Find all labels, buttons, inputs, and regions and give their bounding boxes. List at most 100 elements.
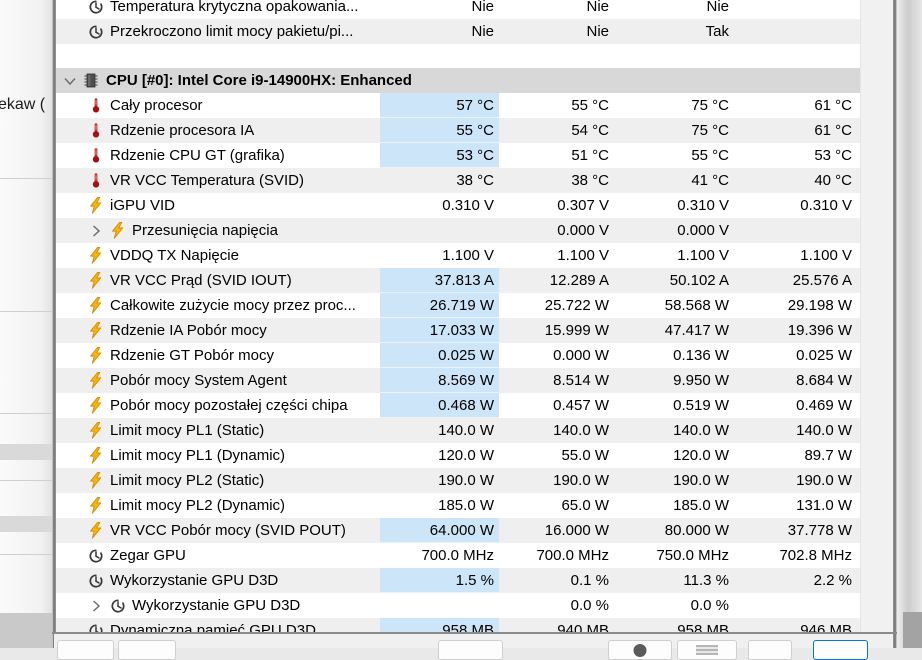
window-bottom-border <box>52 632 897 634</box>
sensor-type-icon <box>88 97 108 114</box>
value-maximum: 41 °C <box>691 172 729 189</box>
sensor-row[interactable]: VDDQ TX Napięcie 1.100 V 1.100 V 1.100 V… <box>56 243 860 268</box>
sensor-row[interactable]: iGPU VID 0.310 V 0.307 V 0.310 V 0.310 V <box>56 193 860 218</box>
sensor-row[interactable]: Limit mocy PL1 (Static) 140.0 W 140.0 W … <box>56 418 860 443</box>
clock-icon <box>89 548 103 563</box>
value-average: 0.310 V <box>800 197 852 214</box>
sensor-row[interactable]: Limit mocy PL1 (Dynamic) 120.0 W 55.0 W … <box>56 443 860 468</box>
sensor-row[interactable]: Pobór mocy pozostałej części chipa 0.468… <box>56 393 860 418</box>
sensor-name: Limit mocy PL2 (Dynamic) <box>110 497 286 514</box>
sensor-name: Zegar GPU <box>110 547 186 564</box>
partial-button[interactable] <box>438 640 503 660</box>
bottom-toolbar <box>54 634 893 660</box>
section-header-cpu[interactable]: CPU [#0]: Intel Core i9-14900HX: Enhance… <box>56 68 860 93</box>
partial-button[interactable] <box>677 640 737 660</box>
sensor-name: Wykorzystanie GPU D3D <box>132 597 301 614</box>
value-average: 29.198 W <box>787 297 852 314</box>
value-minimum: 0.457 W <box>553 397 609 414</box>
window-left-border <box>52 0 56 648</box>
value-minimum: 0.1 % <box>570 572 609 589</box>
sensor-row[interactable]: Limit mocy PL2 (Dynamic) 185.0 W 65.0 W … <box>56 493 860 518</box>
value-average: 140.0 W <box>796 422 852 439</box>
sensor-row[interactable]: Pobór mocy System Agent 8.569 W 8.514 W … <box>56 368 860 393</box>
value-maximum: 190.0 W <box>673 472 729 489</box>
value-minimum: 54 °C <box>571 122 609 139</box>
sensor-type-icon <box>88 447 108 464</box>
partial-button[interactable] <box>608 640 672 660</box>
sensor-name: Całkowite zużycie mocy przez proc... <box>110 297 356 314</box>
value-maximum: 47.417 W <box>664 322 729 339</box>
partial-button[interactable] <box>57 640 114 660</box>
sensor-type-icon <box>88 172 108 189</box>
partial-button[interactable] <box>748 640 792 660</box>
value-minimum: 0.307 V <box>557 197 609 214</box>
lightning-icon <box>90 447 102 464</box>
chevron-right-icon[interactable] <box>88 223 110 239</box>
value-minimum: 8.514 W <box>553 372 609 389</box>
sensor-row[interactable]: Przekroczono limit mocy pakietu/pi... Ni… <box>56 19 860 44</box>
value-maximum: 80.000 W <box>664 522 729 539</box>
value-maximum: 1.100 V <box>677 247 729 264</box>
lightning-icon <box>90 397 102 414</box>
value-current: 700.0 MHz <box>421 547 494 564</box>
value-average: 1.100 V <box>800 247 852 264</box>
value-average: 131.0 W <box>796 497 852 514</box>
sensor-type-icon <box>88 422 108 439</box>
divider <box>0 413 52 414</box>
list-icon <box>696 645 718 655</box>
partial-button[interactable] <box>118 640 176 660</box>
chevron-down-icon[interactable] <box>56 73 82 89</box>
sensor-row[interactable]: Rdzenie procesora IA 55 °C 54 °C 75 °C 6… <box>56 118 860 143</box>
value-current: 17.033 W <box>380 318 499 343</box>
sensor-name: Temperatura krytyczna opakowania... <box>110 0 359 15</box>
sensor-name: Limit mocy PL1 (Dynamic) <box>110 447 286 464</box>
sensor-row[interactable]: VR VCC Temperatura (SVID) 38 °C 38 °C 41… <box>56 168 860 193</box>
sensor-row[interactable]: Cały procesor 57 °C 55 °C 75 °C 61 °C <box>56 93 860 118</box>
value-minimum: 1.100 V <box>557 247 609 264</box>
sensor-row[interactable]: Wykorzystanie GPU D3D 0.0 % 0.0 % <box>56 593 860 618</box>
value-current: 0.468 W <box>380 393 499 418</box>
value-minimum: 25.722 W <box>544 297 609 314</box>
lightning-icon <box>112 222 124 239</box>
sensor-row[interactable]: Wykorzystanie GPU D3D 1.5 % 0.1 % 11.3 %… <box>56 568 860 593</box>
sensor-name: Limit mocy PL1 (Static) <box>110 422 265 439</box>
value-average: 61 °C <box>814 97 852 114</box>
sensor-name: VR VCC Temperatura (SVID) <box>110 172 304 189</box>
value-current: 0.025 W <box>380 343 499 368</box>
value-average <box>737 218 860 243</box>
value-maximum: 750.0 MHz <box>656 547 729 564</box>
clock-icon <box>89 573 103 588</box>
sensor-table: Temperatura krytyczna opakowania... Nie … <box>56 0 860 632</box>
partial-button-focused[interactable] <box>813 640 868 660</box>
sensor-row[interactable]: VR VCC Prąd (SVID IOUT) 37.813 A 12.289 … <box>56 268 860 293</box>
value-average: 946 MB <box>800 622 852 632</box>
sensor-row[interactable]: Rdzenie CPU GT (grafika) 53 °C 51 °C 55 … <box>56 143 860 168</box>
thermometer-icon <box>92 98 100 113</box>
sensor-row[interactable]: Całkowite zużycie mocy przez proc... 26.… <box>56 293 860 318</box>
sensor-name: Limit mocy PL2 (Static) <box>110 472 265 489</box>
value-maximum: 50.102 A <box>669 272 729 289</box>
value-average: 40 °C <box>814 172 852 189</box>
value-average: 61 °C <box>814 122 852 139</box>
sensor-type-icon <box>88 122 108 139</box>
section-title: CPU [#0]: Intel Core i9-14900HX: Enhance… <box>106 72 412 89</box>
sensor-row[interactable]: Dynamiczna pamięć GPU D3D 958 MB 940 MB … <box>56 618 860 632</box>
sensor-row[interactable]: VR VCC Pobór mocy (SVID POUT) 64.000 W 1… <box>56 518 860 543</box>
thermometer-icon <box>92 123 100 138</box>
sensor-name: VR VCC Prąd (SVID IOUT) <box>110 272 292 289</box>
sensor-row[interactable]: Rdzenie IA Pobór mocy 17.033 W 15.999 W … <box>56 318 860 343</box>
chevron-right-icon[interactable] <box>88 598 110 614</box>
vertical-scrollbar[interactable] <box>860 0 893 632</box>
sensor-row[interactable]: Rdzenie GT Pobór mocy 0.025 W 0.000 W 0.… <box>56 343 860 368</box>
sensor-row[interactable]: Zegar GPU 700.0 MHz 700.0 MHz 750.0 MHz … <box>56 543 860 568</box>
value-maximum: 9.950 W <box>673 372 729 389</box>
sensor-row[interactable]: Temperatura krytyczna opakowania... Nie … <box>56 0 860 19</box>
value-maximum: 58.568 W <box>664 297 729 314</box>
background-window: ekaw ( <box>0 0 52 648</box>
sensor-name: Rdzenie IA Pobór mocy <box>110 322 267 339</box>
value-current: 0.310 V <box>442 197 494 214</box>
sensor-row[interactable]: Przesunięcia napięcia 0.000 V 0.000 V <box>56 218 860 243</box>
value-minimum: 15.999 W <box>544 322 609 339</box>
sensor-type-icon <box>88 573 108 589</box>
sensor-row[interactable]: Limit mocy PL2 (Static) 190.0 W 190.0 W … <box>56 468 860 493</box>
